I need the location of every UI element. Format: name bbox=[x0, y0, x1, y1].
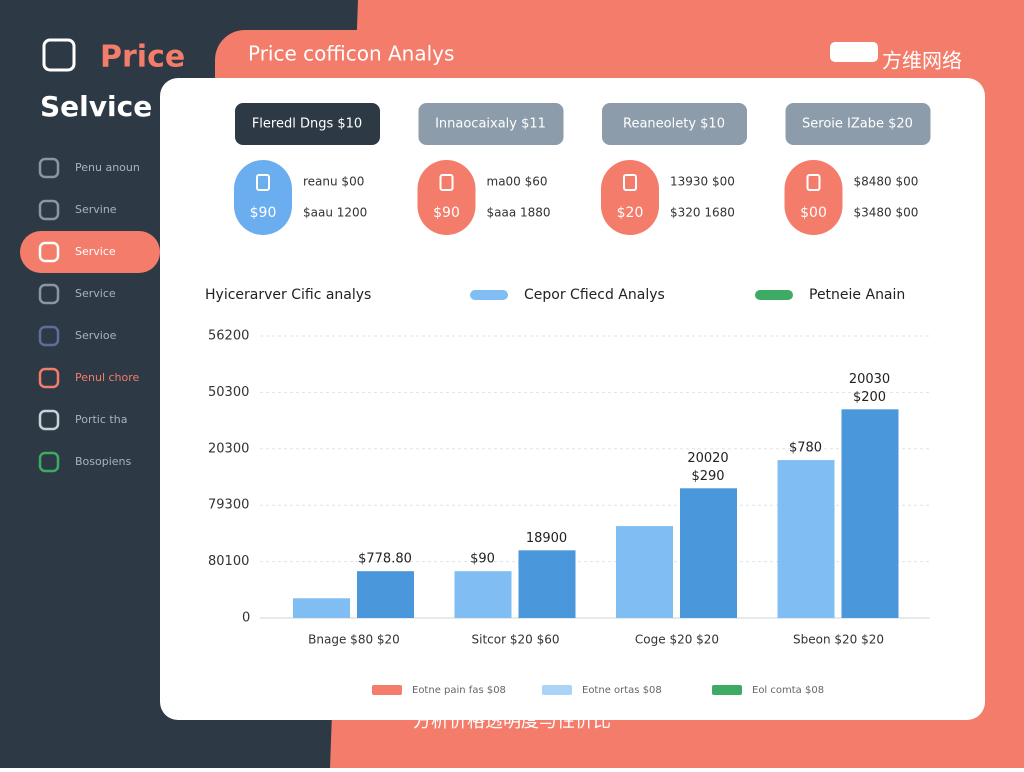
card-line: $aau 1200 bbox=[303, 206, 367, 220]
logo-icon bbox=[42, 38, 76, 72]
card-button-label[interactable]: Innaocaixaly $11 bbox=[435, 117, 546, 132]
x-tick-label: Bnage $80 $20 bbox=[308, 633, 400, 647]
card-pill bbox=[234, 160, 292, 235]
menu-item[interactable]: Penu anoun bbox=[75, 161, 140, 174]
legend-swatch bbox=[712, 685, 742, 695]
menu-icon bbox=[38, 367, 60, 389]
menu-icon bbox=[38, 451, 60, 473]
card-pill-icon bbox=[806, 174, 821, 191]
bar bbox=[293, 598, 350, 618]
bar-note: $290 bbox=[691, 469, 724, 484]
bar-note: 20030 bbox=[849, 372, 890, 387]
menu-item[interactable]: Bosopiens bbox=[75, 455, 132, 468]
legend-label: Eol comta $08 bbox=[752, 685, 824, 696]
card-button[interactable] bbox=[602, 103, 747, 145]
bar-note: 20020 bbox=[687, 451, 728, 466]
card-pill-icon bbox=[439, 174, 454, 191]
header-title: Price cofficon Analys bbox=[248, 42, 454, 66]
bar-note: $90 bbox=[470, 552, 495, 567]
caption: 方析价格透明度与性价比 bbox=[413, 711, 611, 732]
card-amount: $90 bbox=[250, 205, 277, 221]
card-button-label[interactable]: Reaneolety $10 bbox=[623, 117, 725, 132]
card-pill bbox=[784, 160, 843, 235]
x-tick-label: Sbeon $20 $20 bbox=[793, 633, 884, 647]
card-line: $320 1680 bbox=[670, 206, 735, 220]
menu-active bbox=[20, 231, 160, 273]
card-line: $8480 $00 bbox=[854, 175, 919, 189]
bar-note: $780 bbox=[789, 441, 822, 456]
logo-top: Price bbox=[100, 40, 185, 75]
bar bbox=[777, 460, 835, 618]
bar-note: $778.80 bbox=[358, 552, 412, 567]
card-button[interactable] bbox=[785, 103, 931, 145]
card-amount: $20 bbox=[617, 205, 644, 221]
card-button-label[interactable]: Fleredl Dngs $10 bbox=[252, 117, 362, 132]
card-line: reanu $00 bbox=[303, 175, 364, 189]
menu-item[interactable]: Servioe bbox=[75, 329, 117, 342]
menu-icon bbox=[38, 283, 60, 305]
y-tick-label: 79300 bbox=[208, 498, 249, 513]
card-line: $3480 $00 bbox=[854, 206, 919, 220]
badge: 方维网络 bbox=[882, 49, 962, 73]
menu-item[interactable]: Servine bbox=[75, 203, 117, 216]
legend-label: Cepor Cfiecd Analys bbox=[524, 287, 665, 303]
x-tick-label: Sitcor $20 $60 bbox=[472, 633, 560, 647]
menu-item[interactable]: Portic tha bbox=[75, 413, 127, 426]
menu-icon bbox=[38, 199, 60, 221]
bar bbox=[616, 526, 673, 618]
card-line: $aaa 1880 bbox=[487, 206, 551, 220]
bar bbox=[680, 488, 737, 618]
y-tick-label: 20300 bbox=[208, 441, 249, 456]
card-pill-icon bbox=[623, 174, 637, 191]
badge-pill bbox=[830, 42, 878, 62]
legend-swatch bbox=[372, 685, 402, 695]
legend-label: Eotne ortas $08 bbox=[582, 685, 662, 696]
bar bbox=[841, 409, 899, 618]
menu-item[interactable]: Service bbox=[75, 287, 116, 300]
card-button-label[interactable]: Seroie IZabe $20 bbox=[802, 117, 913, 132]
menu-icon bbox=[38, 157, 60, 179]
card-amount: $90 bbox=[433, 205, 460, 221]
legend-swatch bbox=[755, 290, 793, 300]
y-tick-label: 56200 bbox=[208, 329, 249, 344]
y-tick-label: 50300 bbox=[208, 385, 249, 400]
card-pill bbox=[601, 160, 659, 235]
legend-label: Eotne pain fas $08 bbox=[412, 685, 506, 696]
bar bbox=[518, 550, 576, 618]
menu-item[interactable]: Service bbox=[75, 245, 116, 258]
y-tick-label: 80100 bbox=[208, 554, 249, 569]
card-line: 13930 $00 bbox=[670, 175, 735, 189]
legend-label: Petneie Anain bbox=[809, 287, 905, 303]
chart-title: Hyicerarver Cific analys bbox=[205, 287, 371, 303]
card-line: ma00 $60 bbox=[487, 175, 548, 189]
bar bbox=[357, 571, 414, 618]
y-tick-label: 0 bbox=[242, 611, 250, 626]
logo-bottom: Selvice bbox=[40, 90, 152, 123]
x-tick-label: Coge $20 $20 bbox=[635, 633, 719, 647]
card-amount: $00 bbox=[800, 205, 827, 221]
menu-icon bbox=[38, 409, 60, 431]
bar-note: 18900 bbox=[526, 531, 567, 546]
bar bbox=[454, 571, 512, 618]
legend-swatch bbox=[542, 685, 572, 695]
legend-swatch bbox=[470, 290, 508, 300]
menu-item[interactable]: Penul chore bbox=[75, 371, 140, 384]
card-pill bbox=[417, 160, 476, 235]
menu-icon bbox=[38, 241, 60, 263]
menu-icon bbox=[38, 325, 60, 347]
card-button[interactable] bbox=[418, 103, 564, 145]
bar-note: $200 bbox=[853, 390, 886, 405]
card-button[interactable] bbox=[235, 103, 380, 145]
card-pill-icon bbox=[256, 174, 270, 191]
